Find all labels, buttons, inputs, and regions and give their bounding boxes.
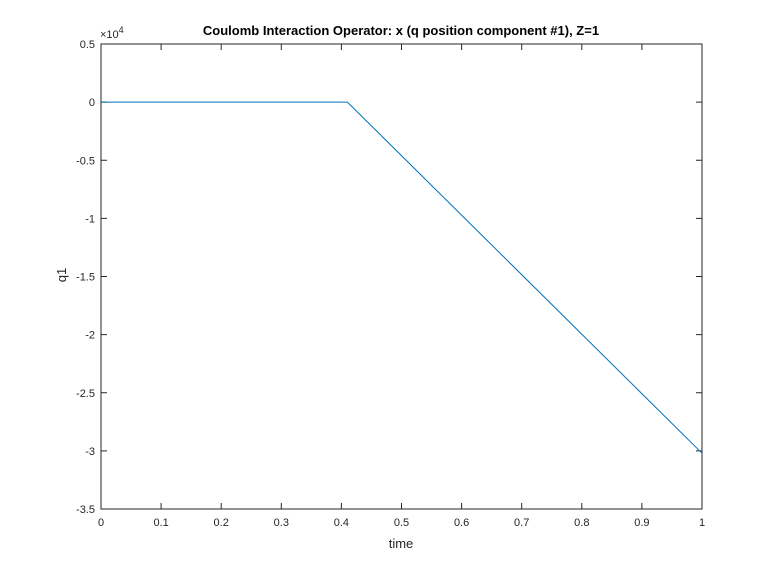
y-tick-label: -0.5 bbox=[76, 155, 95, 167]
plot-area: 0 0.1 0.2 0.3 0.4 0.5 0.6 0.7 0.8 0.9 1 0.5 0 -0.5 -1 -… bbox=[76, 39, 705, 529]
x-tick-label: 0 bbox=[98, 517, 104, 529]
x-axis-label: time bbox=[389, 536, 414, 551]
y-tick-label: 0 bbox=[89, 97, 95, 109]
y-tick-label: 0.5 bbox=[80, 39, 95, 51]
x-tick-label: 0.5 bbox=[394, 517, 409, 529]
y-tick-label: -1 bbox=[85, 213, 95, 225]
y-tick-label: -2 bbox=[85, 330, 95, 342]
y-axis-label: q1 bbox=[54, 268, 69, 282]
x-tick-label: 0.1 bbox=[153, 517, 168, 529]
axes-box bbox=[100, 43, 703, 510]
x-tick-label: 0.8 bbox=[574, 517, 589, 529]
x-tick-label: 0.9 bbox=[634, 517, 649, 529]
series-line bbox=[101, 101, 703, 454]
y-axis-exponent-label: ×104 bbox=[100, 25, 124, 41]
y-tick-label: -2.5 bbox=[76, 388, 95, 400]
x-tick-label: 1 bbox=[699, 517, 705, 529]
chart-title: Coulomb Interaction Operator: x (q posit… bbox=[203, 23, 599, 38]
x-tick-label: 0.4 bbox=[334, 517, 349, 529]
y-tick-label: -1.5 bbox=[76, 272, 95, 284]
y-tick-label: -3.5 bbox=[76, 504, 95, 516]
x-tick-label: 0.2 bbox=[214, 517, 229, 529]
x-tick-label: 0.6 bbox=[454, 517, 469, 529]
x-tick-label: 0.7 bbox=[514, 517, 529, 529]
x-tick-label: 0.3 bbox=[274, 517, 289, 529]
y-tick-label: -3 bbox=[85, 446, 95, 458]
